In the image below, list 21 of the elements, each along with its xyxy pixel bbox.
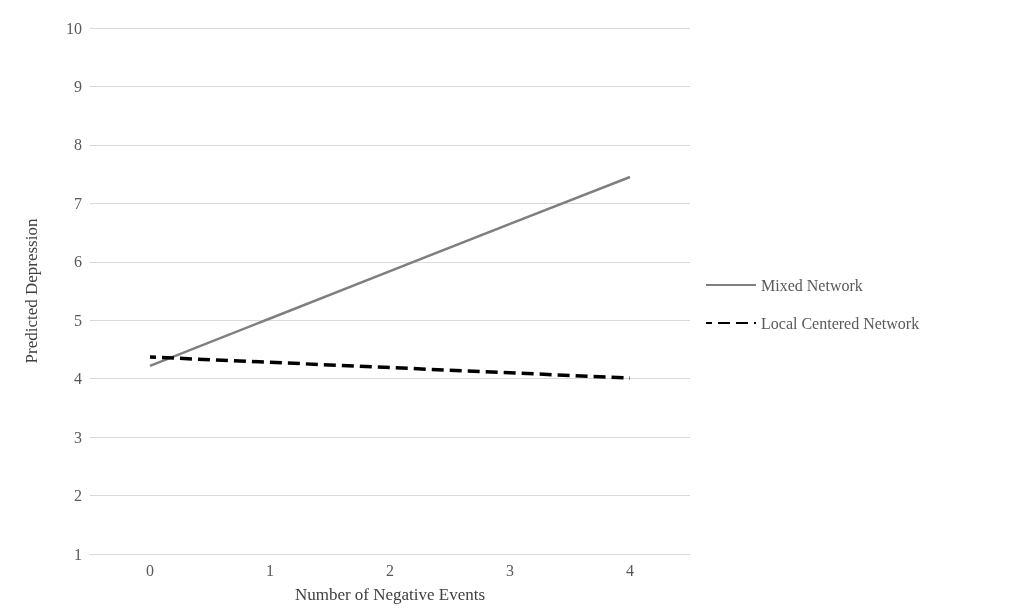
legend-label: Mixed Network — [761, 276, 863, 294]
legend-label: Local Centered Network — [761, 314, 920, 332]
y-tick-label: 2 — [74, 487, 82, 505]
y-tick-label: 8 — [74, 136, 82, 154]
x-tick-label: 4 — [626, 561, 634, 579]
line-series — [148, 355, 632, 380]
y-tick-label: 9 — [74, 77, 82, 95]
y-tick-label: 5 — [74, 311, 82, 329]
x-axis-title: Number of Negative Events — [294, 585, 486, 604]
x-tick-label: 2 — [386, 561, 394, 579]
y-axis-title: Predicted Depression — [22, 218, 41, 364]
y-tick-label: 4 — [74, 370, 82, 388]
y-tick-label: 6 — [74, 253, 82, 271]
y-tick-label: 1 — [74, 545, 82, 563]
x-tick-label: 3 — [506, 561, 514, 579]
y-tick-label: 7 — [74, 194, 82, 212]
y-tick-label: 3 — [74, 428, 82, 446]
x-tick-label: 1 — [266, 561, 274, 579]
y-tick-label: 10 — [66, 19, 82, 37]
line-series — [148, 175, 632, 368]
x-tick-label: 0 — [146, 561, 154, 579]
